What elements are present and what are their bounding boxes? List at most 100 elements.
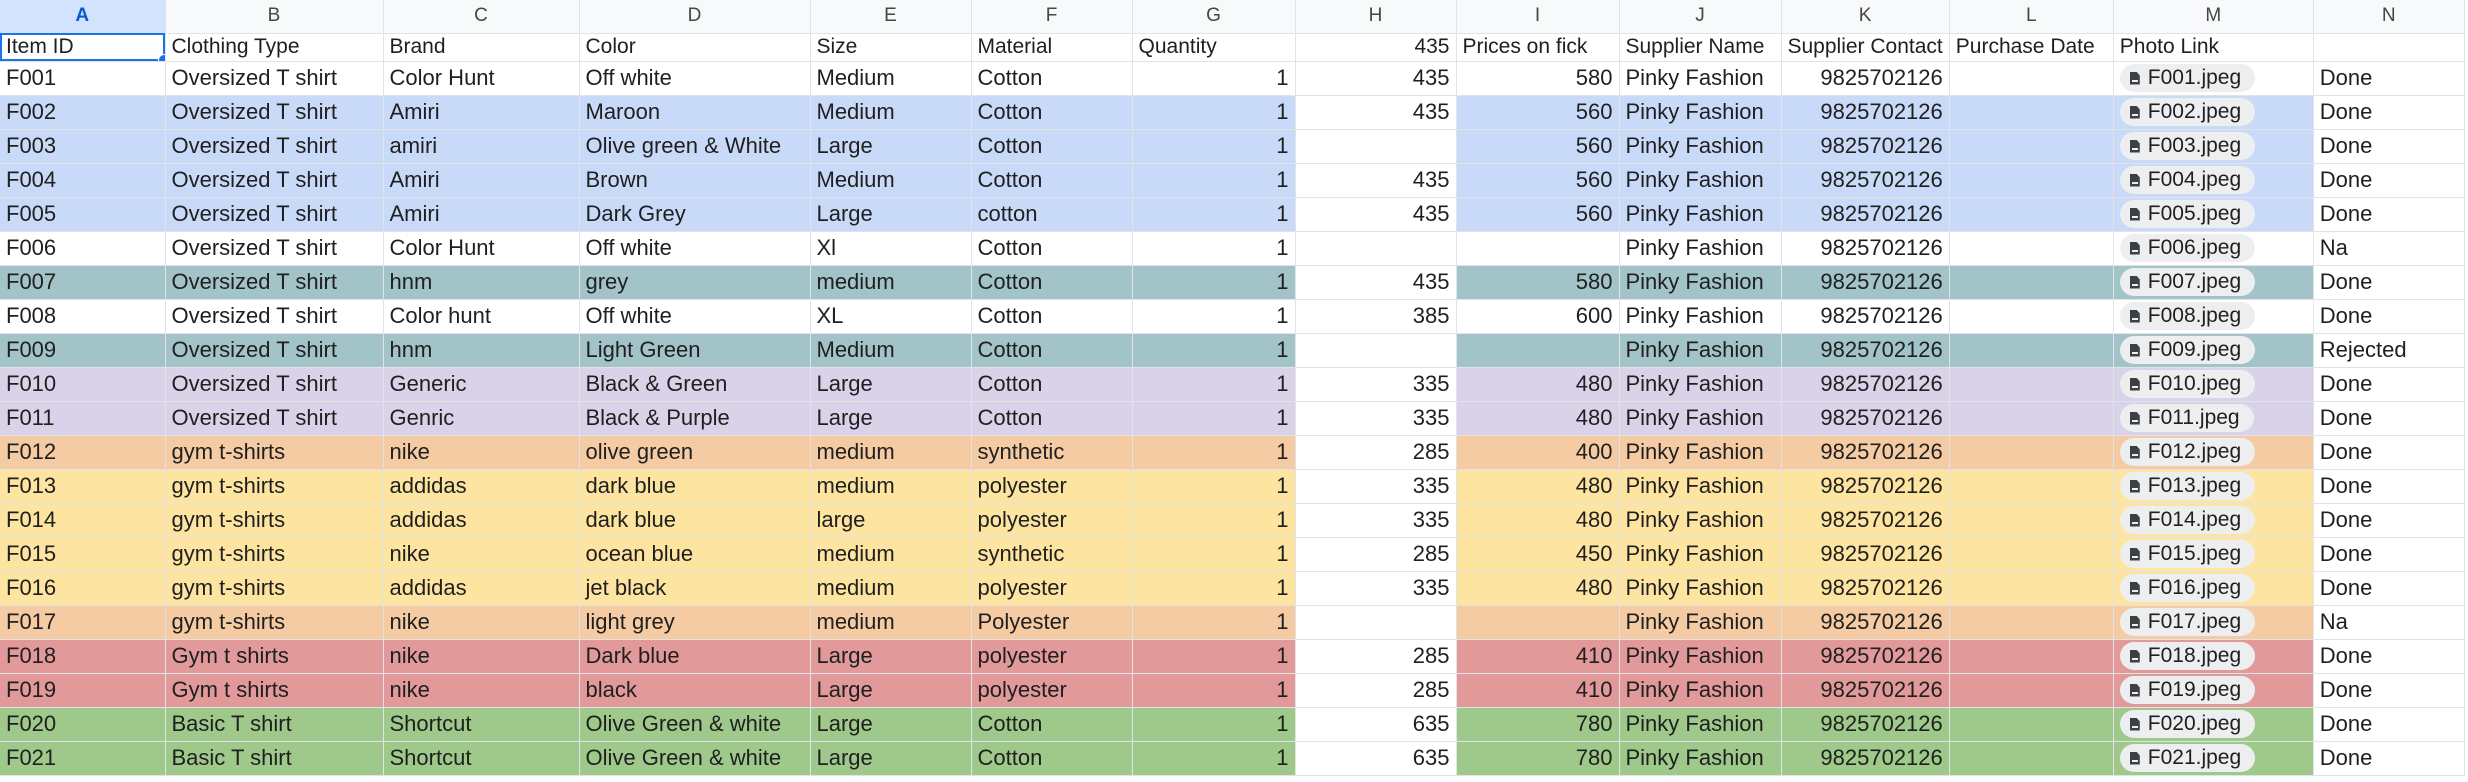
cell-l[interactable]: [1949, 163, 2114, 198]
cell-c[interactable]: nike: [383, 605, 580, 640]
cell-k[interactable]: 9825702126: [1781, 265, 1950, 300]
cell-g[interactable]: 1: [1132, 707, 1296, 742]
cell-d[interactable]: Olive green & White: [579, 129, 811, 164]
cell-g[interactable]: 1: [1132, 537, 1296, 572]
cell-b[interactable]: Oversized T shirt: [165, 333, 384, 368]
header-cell[interactable]: Item ID: [0, 33, 166, 62]
file-chip[interactable]: F013.jpeg: [2119, 472, 2256, 500]
cell-i[interactable]: 600: [1456, 299, 1620, 334]
cell-e[interactable]: Large: [810, 639, 972, 674]
file-chip[interactable]: F011.jpeg: [2119, 404, 2254, 432]
cell-h[interactable]: 285: [1295, 435, 1457, 470]
cell-j[interactable]: Pinky Fashion: [1619, 401, 1782, 436]
cell-d[interactable]: Light Green: [579, 333, 811, 368]
cell-m[interactable]: F011.jpeg: [2113, 401, 2314, 436]
cell-n[interactable]: Done: [2313, 367, 2465, 402]
cell-l[interactable]: [1949, 571, 2114, 606]
cell-g[interactable]: 1: [1132, 231, 1296, 266]
cell-a[interactable]: F007: [0, 265, 166, 300]
cell-g[interactable]: 1: [1132, 129, 1296, 164]
cell-c[interactable]: nike: [383, 435, 580, 470]
cell-k[interactable]: 9825702126: [1781, 367, 1950, 402]
cell-n[interactable]: Done: [2313, 129, 2465, 164]
cell-f[interactable]: polyester: [971, 469, 1133, 504]
cell-a[interactable]: F002: [0, 95, 166, 130]
file-chip[interactable]: F004.jpeg: [2119, 166, 2256, 194]
cell-c[interactable]: Amiri: [383, 197, 580, 232]
cell-a[interactable]: F012: [0, 435, 166, 470]
cell-h[interactable]: 435: [1295, 61, 1457, 96]
column-header-m[interactable]: M: [2113, 0, 2314, 34]
cell-e[interactable]: Large: [810, 401, 972, 436]
cell-d[interactable]: Off white: [579, 299, 811, 334]
column-header-n[interactable]: N: [2313, 0, 2465, 34]
cell-f[interactable]: Cotton: [971, 95, 1133, 130]
cell-i[interactable]: 580: [1456, 61, 1620, 96]
cell-j[interactable]: Pinky Fashion: [1619, 741, 1782, 776]
cell-b[interactable]: Oversized T shirt: [165, 61, 384, 96]
cell-n[interactable]: Done: [2313, 265, 2465, 300]
cell-f[interactable]: Polyester: [971, 605, 1133, 640]
column-header-h[interactable]: H: [1295, 0, 1457, 34]
cell-n[interactable]: Done: [2313, 673, 2465, 708]
cell-j[interactable]: Pinky Fashion: [1619, 129, 1782, 164]
cell-h[interactable]: [1295, 605, 1457, 640]
cell-b[interactable]: Oversized T shirt: [165, 129, 384, 164]
cell-k[interactable]: 9825702126: [1781, 503, 1950, 538]
cell-a[interactable]: F011: [0, 401, 166, 436]
cell-j[interactable]: Pinky Fashion: [1619, 367, 1782, 402]
cell-j[interactable]: Pinky Fashion: [1619, 503, 1782, 538]
file-chip[interactable]: F014.jpeg: [2119, 506, 2256, 534]
cell-g[interactable]: 1: [1132, 163, 1296, 198]
file-chip[interactable]: F008.jpeg: [2119, 302, 2256, 330]
header-cell[interactable]: Clothing Type: [165, 33, 384, 62]
cell-k[interactable]: 9825702126: [1781, 401, 1950, 436]
column-header-i[interactable]: I: [1456, 0, 1620, 34]
cell-e[interactable]: Large: [810, 367, 972, 402]
cell-m[interactable]: F006.jpeg: [2113, 231, 2314, 266]
column-header-f[interactable]: F: [971, 0, 1133, 34]
cell-i[interactable]: 560: [1456, 95, 1620, 130]
cell-k[interactable]: 9825702126: [1781, 707, 1950, 742]
cell-c[interactable]: addidas: [383, 503, 580, 538]
header-cell[interactable]: Material: [971, 33, 1133, 62]
cell-l[interactable]: [1949, 231, 2114, 266]
cell-m[interactable]: F005.jpeg: [2113, 197, 2314, 232]
cell-e[interactable]: medium: [810, 537, 972, 572]
cell-m[interactable]: F012.jpeg: [2113, 435, 2314, 470]
cell-k[interactable]: 9825702126: [1781, 333, 1950, 368]
cell-n[interactable]: Na: [2313, 231, 2465, 266]
fill-handle[interactable]: [157, 53, 164, 60]
cell-i[interactable]: 560: [1456, 197, 1620, 232]
cell-k[interactable]: 9825702126: [1781, 129, 1950, 164]
cell-b[interactable]: Oversized T shirt: [165, 367, 384, 402]
cell-k[interactable]: 9825702126: [1781, 537, 1950, 572]
column-header-a[interactable]: A: [0, 0, 166, 34]
cell-f[interactable]: Cotton: [971, 707, 1133, 742]
cell-j[interactable]: Pinky Fashion: [1619, 95, 1782, 130]
cell-h[interactable]: 385: [1295, 299, 1457, 334]
cell-i[interactable]: 410: [1456, 639, 1620, 674]
cell-h[interactable]: [1295, 231, 1457, 266]
cell-k[interactable]: 9825702126: [1781, 61, 1950, 96]
cell-m[interactable]: F014.jpeg: [2113, 503, 2314, 538]
cell-e[interactable]: Medium: [810, 333, 972, 368]
cell-g[interactable]: 1: [1132, 605, 1296, 640]
cell-e[interactable]: Large: [810, 197, 972, 232]
file-chip[interactable]: F005.jpeg: [2119, 200, 2256, 228]
cell-g[interactable]: 1: [1132, 333, 1296, 368]
cell-n[interactable]: Rejected: [2313, 333, 2465, 368]
cell-l[interactable]: [1949, 605, 2114, 640]
cell-l[interactable]: [1949, 265, 2114, 300]
cell-i[interactable]: 480: [1456, 401, 1620, 436]
cell-m[interactable]: F002.jpeg: [2113, 95, 2314, 130]
cell-f[interactable]: polyester: [971, 639, 1133, 674]
cell-c[interactable]: nike: [383, 537, 580, 572]
cell-i[interactable]: 410: [1456, 673, 1620, 708]
cell-d[interactable]: dark blue: [579, 503, 811, 538]
cell-k[interactable]: 9825702126: [1781, 469, 1950, 504]
cell-l[interactable]: [1949, 469, 2114, 504]
cell-e[interactable]: large: [810, 503, 972, 538]
cell-i[interactable]: 480: [1456, 469, 1620, 504]
cell-b[interactable]: Oversized T shirt: [165, 299, 384, 334]
